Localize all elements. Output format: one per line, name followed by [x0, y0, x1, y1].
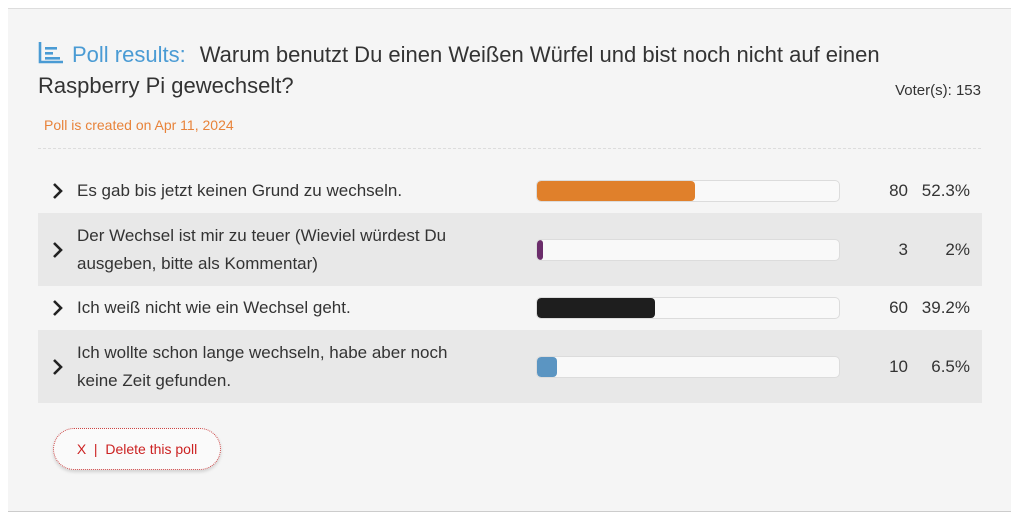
option-percent: 6.5%: [931, 356, 970, 376]
poll-panel: Poll results: Warum benutzt Du einen Weiß…: [8, 8, 1011, 512]
option-text: Es gab bis jetzt keinen Grund zu wechsel…: [77, 181, 403, 200]
option-text: Der Wechsel ist mir zu teuer (Wieviel wü…: [77, 225, 447, 273]
option-count: 60: [889, 298, 908, 317]
option-bar-fill: [537, 181, 695, 201]
voter-count: Voter(s): 153: [895, 82, 981, 99]
poll-results-label: Poll results:: [72, 42, 186, 67]
option-bar: [536, 355, 840, 378]
bar-chart-list-icon: [38, 42, 64, 64]
poll-created-date: Poll is created on Apr 11, 2024: [44, 117, 234, 133]
option-text: Ich weiß nicht wie ein Wechsel geht.: [77, 298, 351, 317]
option-text: Ich wollte schon lange wechseln, habe ab…: [77, 342, 448, 390]
option-count: 80: [889, 181, 908, 200]
option-percent: 2%: [945, 239, 970, 259]
poll-options: Es gab bis jetzt keinen Grund zu wechsel…: [38, 169, 982, 403]
option-bar-fill: [537, 356, 557, 377]
option-count: 3: [898, 239, 908, 259]
poll-option[interactable]: Ich weiß nicht wie ein Wechsel geht. 60 …: [38, 286, 982, 330]
option-count: 10: [889, 356, 908, 376]
option-bar-fill: [537, 298, 656, 318]
poll-title: Poll results: Warum benutzt Du einen Weiß…: [38, 39, 918, 101]
option-bar: [536, 297, 840, 319]
option-percent: 52.3%: [921, 181, 970, 200]
poll-option[interactable]: Ich wollte schon lange wechseln, habe ab…: [38, 330, 982, 403]
chevron-right-icon[interactable]: [52, 241, 64, 259]
option-bar: [536, 180, 840, 202]
delete-poll-button[interactable]: X | Delete this poll: [53, 428, 221, 470]
option-bar: [536, 238, 840, 261]
poll-option[interactable]: Der Wechsel ist mir zu teuer (Wieviel wü…: [38, 213, 982, 286]
option-percent: 39.2%: [921, 298, 970, 317]
divider: [38, 148, 981, 149]
chevron-right-icon[interactable]: [52, 299, 64, 317]
poll-option[interactable]: Es gab bis jetzt keinen Grund zu wechsel…: [38, 169, 982, 213]
chevron-right-icon[interactable]: [52, 358, 64, 376]
chevron-right-icon[interactable]: [52, 182, 64, 200]
poll-question: Warum benutzt Du einen Weißen Würfel und…: [38, 42, 880, 98]
option-bar-fill: [537, 239, 544, 260]
